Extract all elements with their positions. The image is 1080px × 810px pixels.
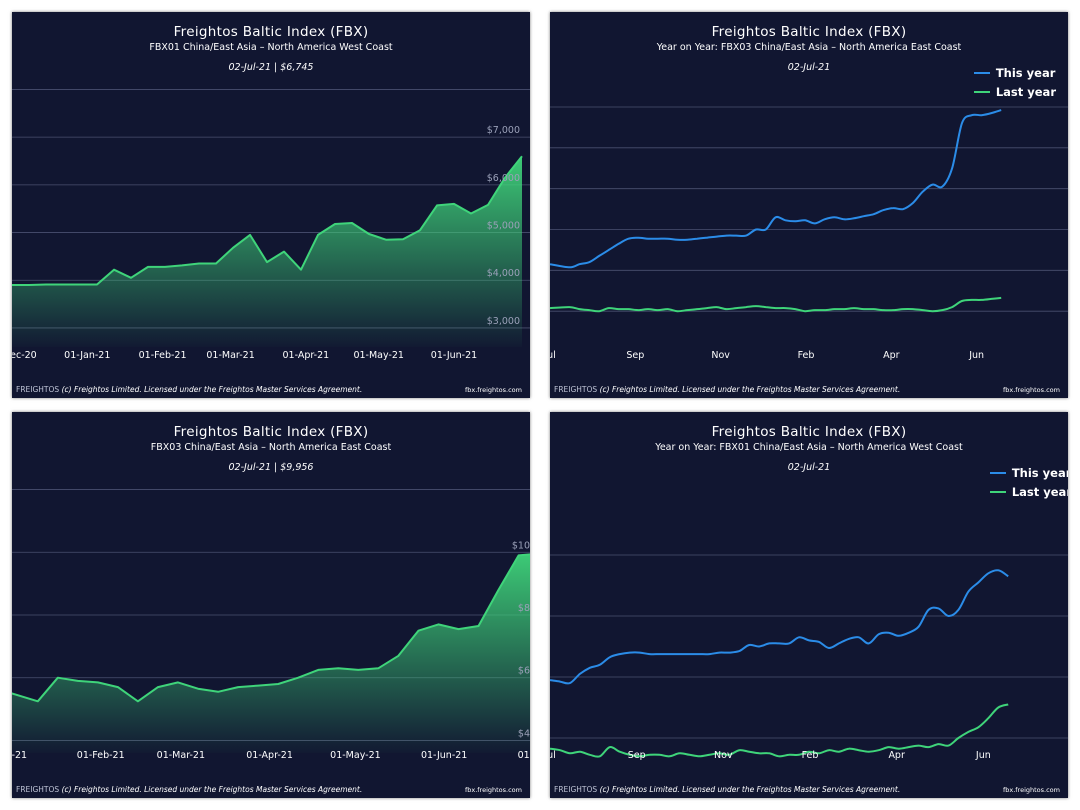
license-footer: FREIGHTOS (c) Freightos Limited. License…	[554, 785, 900, 794]
chart-datestamp: 02-Jul-21 | $9,956	[228, 462, 314, 473]
legend-item-last-year[interactable]: Last year	[973, 85, 1056, 99]
x-tick-label: 01-Ju	[518, 750, 530, 761]
series-area	[12, 554, 530, 753]
x-tick-label: Jul	[550, 750, 556, 761]
license-text: (c) Freightos Limited. Licensed under th…	[599, 385, 901, 394]
chart-subtitle: FBX01 China/East Asia – North America We…	[149, 42, 393, 53]
chart-subtitle: Year on Year: FBX03 China/East Asia – No…	[656, 42, 962, 53]
x-tick-label: Jul	[550, 350, 556, 361]
x-tick-label: 01-May-21	[353, 350, 404, 361]
x-tick-label: 01-Feb-21	[139, 350, 187, 361]
chart-legend: This year Last year	[989, 466, 1068, 504]
license-footer: FREIGHTOS (c) Freightos Limited. License…	[16, 385, 362, 394]
x-tick-label: Nov	[711, 350, 730, 361]
series-line-fbx01	[12, 155, 523, 286]
y-tick-label: $8	[518, 603, 530, 614]
x-tick-label: Jan-21	[12, 750, 27, 761]
series-line-this-year	[550, 569, 1009, 685]
x-tick-label: 01-Jun-21	[431, 350, 477, 361]
x-tick-label: Apr	[888, 750, 905, 761]
chart-title: Freightos Baltic Index (FBX)	[711, 424, 907, 440]
plot-area: $3,000 $4,000 $5,000 $6,000 $7,000 01-Dec-20 0…	[12, 89, 530, 361]
source-url[interactable]: fbx.freightos.com	[464, 386, 522, 394]
x-tick-label: Feb	[802, 750, 819, 761]
source-url[interactable]: fbx.freightos.com	[464, 786, 522, 794]
y-tick-label: $4	[518, 728, 530, 739]
chart-subtitle: Year on Year: FBX01 China/East Asia – No…	[655, 442, 963, 453]
x-tick-label: 01-May-21	[330, 750, 381, 761]
x-tick-label: Nov	[714, 750, 733, 761]
legend-swatch	[989, 472, 1006, 474]
chart-subtitle: FBX03 China/East Asia – North America Ea…	[150, 442, 392, 453]
chart-datestamp: 02-Jul-21	[787, 62, 831, 73]
chart-title: Freightos Baltic Index (FBX)	[711, 24, 907, 40]
license-footer: FREIGHTOS (c) Freightos Limited. License…	[16, 785, 362, 794]
x-tick-label: Sep	[626, 350, 644, 361]
y-tick-label: $4,000	[487, 268, 520, 279]
x-tick-label: 01-Apr-21	[283, 350, 330, 361]
brand-logo: FREIGHTOS	[554, 385, 598, 394]
legend-swatch	[973, 91, 990, 93]
legend-item-last-year[interactable]: Last year	[989, 485, 1068, 499]
x-tick-label: 01-Jan-21	[64, 350, 110, 361]
series-line-fbx03	[12, 553, 530, 703]
legend-item-this-year[interactable]: This year	[973, 66, 1056, 80]
y-tick-label: $3,000	[487, 316, 520, 327]
x-tick-label: 01-Apr-21	[246, 750, 293, 761]
license-footer: FREIGHTOS (c) Freightos Limited. License…	[554, 385, 900, 394]
source-url[interactable]: fbx.freightos.com	[1002, 386, 1060, 394]
brand-logo: FREIGHTOS	[16, 385, 60, 394]
y-tick-label: $6	[518, 666, 530, 677]
plot-area: Jul Sep Nov Feb Apr Jun	[550, 106, 1068, 361]
x-tick-label: 01-Feb-21	[77, 750, 125, 761]
series-line-last-year	[550, 296, 1002, 313]
source-url[interactable]: fbx.freightos.com	[1002, 786, 1060, 794]
legend-label: Last year	[1011, 485, 1068, 499]
brand-logo: FREIGHTOS	[16, 785, 60, 794]
legend-swatch	[989, 491, 1006, 493]
chart-title: Freightos Baltic Index (FBX)	[173, 24, 369, 40]
license-text: (c) Freightos Limited. Licensed under th…	[599, 785, 901, 794]
x-tick-label: Sep	[628, 750, 646, 761]
y-tick-label: $6,000	[487, 173, 520, 184]
legend-item-this-year[interactable]: This year	[989, 466, 1068, 480]
y-tick-label: $10	[512, 540, 530, 551]
legend-swatch	[973, 72, 990, 74]
x-tick-label: Jun	[968, 350, 984, 361]
brand-logo: FREIGHTOS	[554, 785, 598, 794]
chart-datestamp: 02-Jul-21 | $6,745	[228, 62, 314, 73]
x-tick-label: Apr	[883, 350, 900, 361]
series-line-last-year	[550, 703, 1009, 758]
y-tick-label: $7,000	[487, 125, 520, 136]
plot-area: $4 $6 $8 $10 Jan-21 01-Feb-21 01-Mar-21 01-Apr-…	[12, 489, 530, 761]
series-line-this-year	[550, 109, 1002, 269]
chart-panel-fbx01: $3,000 $4,000 $5,000 $6,000 $7,000 01-Dec-20 0…	[12, 12, 530, 398]
x-tick-label: Jun	[975, 750, 991, 761]
x-tick-label: 01-Jun-21	[421, 750, 467, 761]
plot-area: Jul Sep Nov Feb Apr Jun	[550, 554, 1068, 761]
chart-panel-fbx03: $4 $6 $8 $10 Jan-21 01-Feb-21 01-Mar-21 01-Apr-…	[12, 412, 530, 798]
chart-legend: This year Last year	[973, 66, 1056, 104]
y-tick-label: $5,000	[487, 221, 520, 232]
x-tick-label: 01-Dec-20	[12, 350, 37, 361]
series-area	[12, 156, 522, 347]
x-tick-label: 01-Mar-21	[206, 350, 254, 361]
chart-panel-fbx03-yoy: Jul Sep Nov Feb Apr Jun Freightos Baltic Inde…	[550, 12, 1068, 398]
chart-panel-fbx01-yoy: Jul Sep Nov Feb Apr Jun Freightos Baltic Inde…	[550, 412, 1068, 798]
legend-label: This year	[1011, 466, 1068, 480]
license-text: (c) Freightos Limited. Licensed under th…	[61, 385, 363, 394]
chart-datestamp: 02-Jul-21	[787, 462, 831, 473]
legend-label: Last year	[995, 85, 1056, 99]
chart-title: Freightos Baltic Index (FBX)	[173, 424, 369, 440]
license-text: (c) Freightos Limited. Licensed under th…	[61, 785, 363, 794]
x-tick-label: Feb	[798, 350, 815, 361]
x-tick-label: 01-Mar-21	[157, 750, 205, 761]
legend-label: This year	[995, 66, 1056, 80]
